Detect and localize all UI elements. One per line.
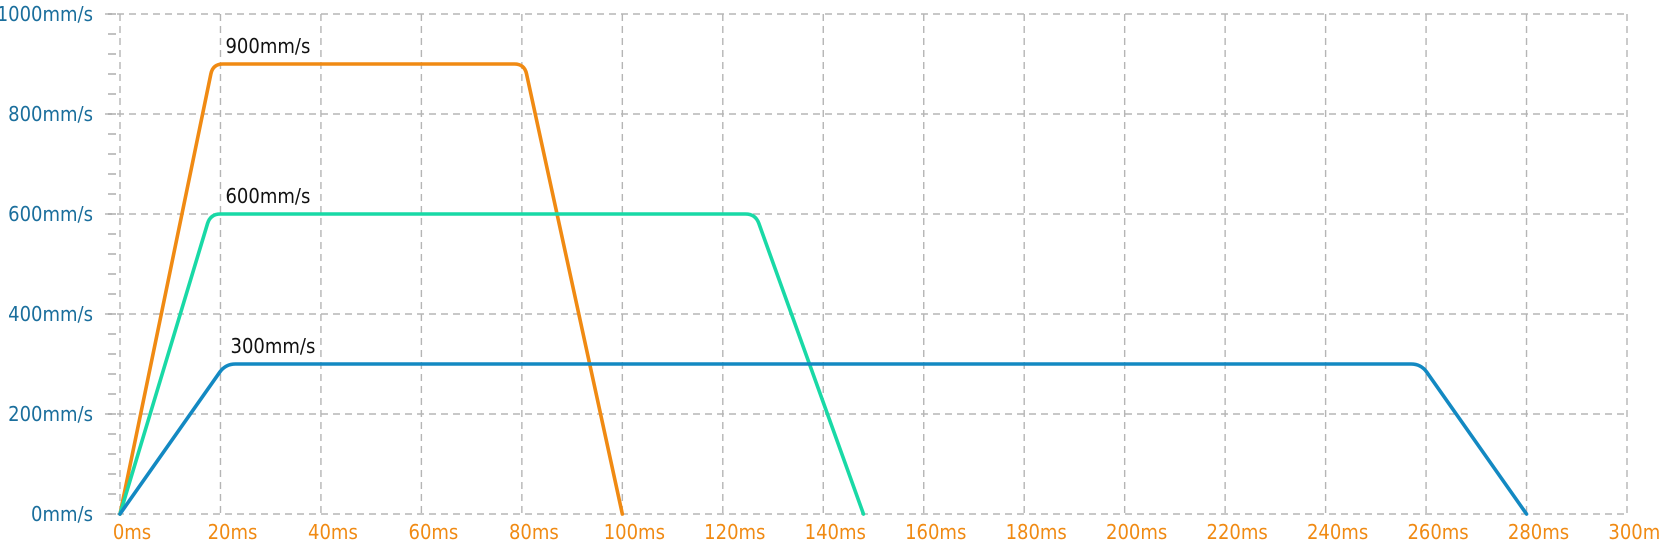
x-axis-tick-labels: 0ms 20ms 40ms 60ms 80ms 100ms 120ms 140ms 160ms 1… — [113, 520, 1660, 544]
x-tick-label: 20ms — [208, 520, 258, 544]
x-tick-label: 140ms — [805, 520, 866, 544]
x-tick-label: 120ms — [704, 520, 765, 544]
y-minor-ticks — [108, 13, 116, 515]
y-tick-label: 400mm/s — [8, 302, 93, 326]
x-tick-label: 60ms — [409, 520, 459, 544]
y-tick-label: 200mm/s — [8, 402, 93, 426]
series-label: 900mm/s — [225, 34, 310, 58]
y-tick-label: 1000mm/s — [0, 2, 93, 26]
x-tick-label: 300ms — [1608, 520, 1660, 544]
series-label: 300mm/s — [231, 334, 316, 358]
y-tick-label: 0mm/s — [31, 502, 93, 526]
series-label: 600mm/s — [225, 184, 310, 208]
series-lines — [118, 62, 1529, 516]
x-tick-label: 80ms — [509, 520, 559, 544]
x-tick-label: 100ms — [604, 520, 665, 544]
x-tick-label: 0ms — [113, 520, 151, 544]
series-labels: 900mm/s 600mm/s 300mm/s — [225, 34, 315, 358]
x-tick-label: 180ms — [1006, 520, 1067, 544]
grid — [105, 13, 1628, 515]
x-tick-label: 40ms — [308, 520, 358, 544]
x-tick-label: 260ms — [1407, 520, 1468, 544]
x-tick-label: 220ms — [1207, 520, 1268, 544]
x-tick-label: 200ms — [1106, 520, 1167, 544]
y-tick-label: 600mm/s — [8, 202, 93, 226]
series-line-300mm-s — [118, 362, 1529, 516]
x-tick-label: 280ms — [1508, 520, 1569, 544]
y-axis-tick-labels: 0mm/s 200mm/s 400mm/s 600mm/s 800mm/s 1000mm/… — [0, 2, 93, 526]
series-line-600mm-s — [118, 212, 866, 516]
x-tick-label: 240ms — [1307, 520, 1368, 544]
y-tick-label: 800mm/s — [8, 102, 93, 126]
series-line-900mm-s — [118, 62, 625, 516]
x-tick-label: 160ms — [905, 520, 966, 544]
